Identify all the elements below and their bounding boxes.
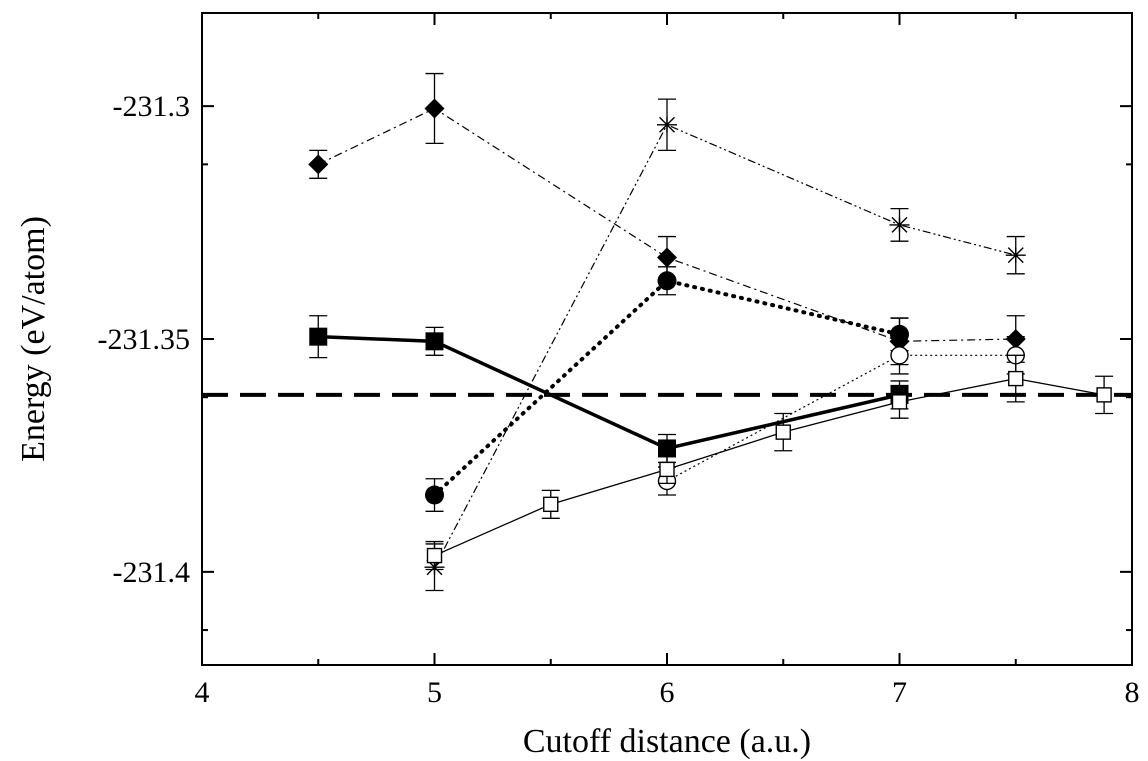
series-line	[666, 354, 1016, 482]
series-line	[318, 334, 900, 451]
series-line	[317, 107, 1016, 342]
x-tick-label: 5	[427, 676, 442, 709]
series-5	[425, 354, 1114, 571]
tick-labels: 4 5 6 7 8 -231.4 -231.35 -231.3	[98, 90, 1140, 709]
x-tick-label: 7	[892, 676, 907, 709]
data-point	[543, 496, 559, 513]
x-tick-label: 8	[1125, 676, 1140, 709]
x-tick-label: 4	[195, 676, 210, 709]
data-point	[775, 424, 791, 440]
data-point	[657, 247, 677, 268]
y-tick-label: -231.4	[113, 556, 191, 589]
data-point	[308, 154, 329, 175]
series-line	[433, 124, 1016, 568]
data-point	[889, 216, 910, 233]
data-point	[659, 461, 675, 478]
x-tick-label: 6	[660, 676, 675, 709]
data-point	[424, 98, 445, 119]
y-tick-label: -231.3	[113, 90, 191, 123]
series-line	[432, 278, 902, 498]
series-4	[424, 98, 1026, 592]
data-point	[891, 394, 908, 410]
data-point	[425, 332, 444, 351]
series-line	[434, 377, 1105, 557]
y-tick-label: -231.35	[98, 323, 191, 356]
series-0	[309, 315, 909, 464]
data-point	[426, 547, 443, 564]
axis-ticks	[201, 13, 1133, 665]
data-point	[1096, 387, 1112, 403]
x-axis-title: Cutoff distance (a.u.)	[523, 723, 811, 760]
data-point	[657, 271, 677, 291]
data-point	[1005, 247, 1026, 264]
data-point	[658, 439, 676, 458]
data-point	[309, 327, 328, 346]
series-3	[657, 336, 1025, 496]
data-point	[890, 346, 909, 365]
data-point	[890, 324, 909, 344]
data-point	[425, 485, 444, 505]
y-axis-title: Energy (eV/atom)	[15, 216, 52, 462]
plot-content	[202, 72, 1132, 592]
data-point	[1008, 370, 1024, 387]
data-point	[657, 116, 677, 133]
